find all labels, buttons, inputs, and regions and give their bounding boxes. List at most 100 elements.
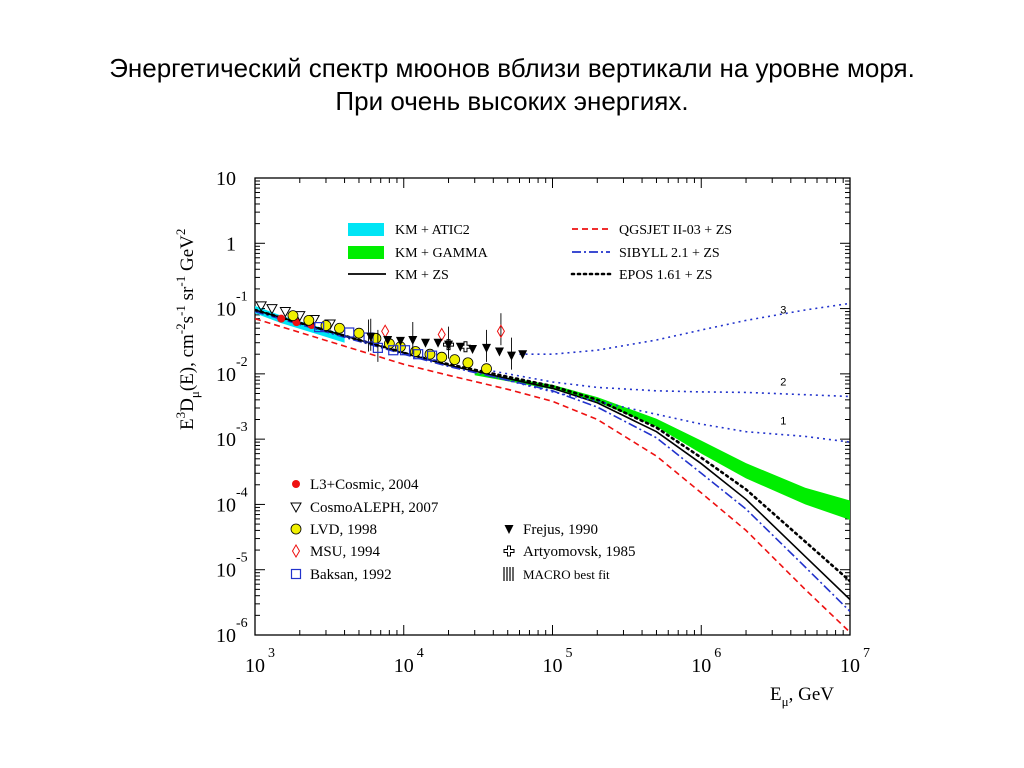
data-point-yellow-circle — [449, 354, 461, 366]
x-tick-base: 10 — [543, 655, 563, 677]
data-point-filled-triangle-down — [433, 338, 443, 348]
data-point-filled-triangle-down — [420, 338, 430, 348]
data-point-open-square — [426, 350, 438, 361]
data-point-open-triangle-down — [290, 502, 302, 514]
legend-label: EPOS 1.61 + ZS — [619, 268, 712, 283]
data-point-open-square — [314, 322, 325, 333]
data-point-yellow-circle — [287, 310, 299, 322]
y-tick-base: 10 — [216, 299, 236, 321]
x-tick-exponent: 3 — [268, 646, 275, 661]
y-tick-exponent: -6 — [236, 616, 248, 631]
curve-number-label: 2 — [780, 376, 786, 388]
legend-label: Baksan, 1992 — [310, 567, 392, 583]
data-point-filled-circle — [292, 480, 300, 488]
data-point-yellow-circle — [410, 346, 421, 357]
data-point-open-diamond — [291, 544, 301, 558]
legend-label: Artyomovsk, 1985 — [523, 544, 636, 560]
data-point-yellow-circle — [481, 363, 492, 375]
legend-label: QGSJET II-03 + ZS — [619, 223, 732, 238]
data-point-filled-triangle-down — [366, 332, 376, 342]
data-point-open-triangle-down — [279, 307, 292, 318]
data-point-open-square — [290, 568, 302, 580]
y-tick-label: 10 — [216, 299, 236, 321]
curve-qgsjet-ii-03-zs — [255, 317, 850, 633]
data-point-open-diamond — [381, 324, 390, 339]
legend: KM + ATIC2 KM + GAMMA KM + ZS QGSJET II-03 … — [290, 223, 732, 583]
y-tick-label: 10 — [216, 625, 236, 647]
legend-label: L3+Cosmic, 2004 — [310, 477, 419, 493]
legend-label: KM + ZS — [395, 268, 449, 283]
data-point-filled-triangle-down — [494, 347, 504, 357]
x-tick-exponent: 4 — [417, 646, 424, 661]
x-tick-base: 10 — [245, 655, 265, 677]
y-tick-label: 1 — [226, 233, 236, 255]
data-point-filled-triangle-down — [504, 525, 514, 534]
slide-title: Энергетический спектр мюонов вблизи верт… — [0, 52, 1024, 118]
y-tick-label: 10 — [216, 560, 236, 582]
data-point-filled-triangle-down — [482, 343, 491, 353]
legend-label: LVD, 1998 — [310, 522, 377, 538]
slide-title-line-2: При очень высоких энергиях. — [335, 86, 689, 116]
y-tick-exponent: -4 — [236, 485, 248, 500]
x-tick-exponent: 5 — [566, 646, 573, 661]
x-axis-label: Eμ, GeV — [770, 684, 834, 709]
data-point-open-square — [344, 327, 355, 338]
band-km-gamma — [474, 372, 850, 520]
curve-prompt-3 — [519, 302, 850, 355]
data-point-yellow-circle — [462, 357, 474, 369]
data-point-open-square — [372, 342, 383, 353]
data-point-filled-triangle-down — [383, 336, 393, 346]
y-tick-exponent: -5 — [236, 551, 248, 566]
y-tick-base: 10 — [216, 364, 236, 386]
data-points — [255, 301, 528, 375]
legend-label: KM + ATIC2 — [395, 223, 470, 238]
data-point-open-cross — [503, 545, 515, 557]
data-point-filled-triangle-down — [444, 340, 454, 350]
y-tick-base: 10 — [216, 625, 236, 647]
data-point-yellow-circle — [436, 351, 448, 363]
y-tick-label: 10 — [216, 429, 236, 451]
axis-ticks — [254, 178, 850, 636]
data-point-open-cross — [459, 341, 471, 353]
data-point-open-triangle-down — [266, 304, 278, 315]
y-tick-base: 10 — [216, 560, 236, 582]
curve-prompt-2 — [493, 370, 850, 398]
y-tick-base: 10 — [216, 494, 236, 516]
legend-swatch — [348, 246, 384, 259]
y-tick-label: 10 — [216, 364, 236, 386]
data-point-open-diamond — [496, 324, 505, 339]
x-tick-exponent: 7 — [863, 646, 870, 661]
legend-label: MSU, 1994 — [310, 544, 381, 560]
slide-title-line-1: Энергетический спектр мюонов вблизи верт… — [109, 53, 915, 83]
y-tick-label: 10 — [216, 494, 236, 516]
y-tick-exponent: -3 — [236, 420, 248, 435]
curve-number-label: 1 — [780, 416, 786, 428]
y-tick-base: 1 — [226, 233, 236, 255]
data-point-yellow-circle — [290, 523, 302, 535]
x-tick-base: 10 — [840, 655, 860, 677]
data-point-open-cross — [443, 339, 455, 351]
x-tick-base: 10 — [394, 655, 414, 677]
y-tick-exponent: -2 — [236, 355, 248, 370]
legend-label: Frejus, 1990 — [523, 522, 598, 538]
data-point-filled-triangle-down — [468, 345, 478, 355]
legend-label: MACRO best fit — [523, 567, 610, 582]
curve-number-label: 3 — [780, 304, 786, 316]
data-point-filled-triangle-down — [408, 336, 418, 346]
data-point-open-diamond — [437, 327, 446, 342]
data-point-yellow-circle — [353, 327, 365, 339]
y-tick-exponent: -1 — [236, 290, 248, 305]
data-point-open-square — [399, 345, 411, 356]
y-tick-label: 10 — [216, 168, 236, 190]
data-point-open-square — [388, 345, 399, 356]
data-point-filled-circle — [277, 314, 286, 323]
data-point-yellow-circle — [334, 322, 345, 334]
x-tick-exponent: 6 — [714, 646, 721, 661]
legend-label: KM + GAMMA — [395, 246, 489, 261]
legend-label: CosmoALEPH, 2007 — [310, 500, 439, 516]
data-point-filled-triangle-down — [395, 336, 405, 346]
curve-epos-1-61-zs — [255, 308, 850, 583]
